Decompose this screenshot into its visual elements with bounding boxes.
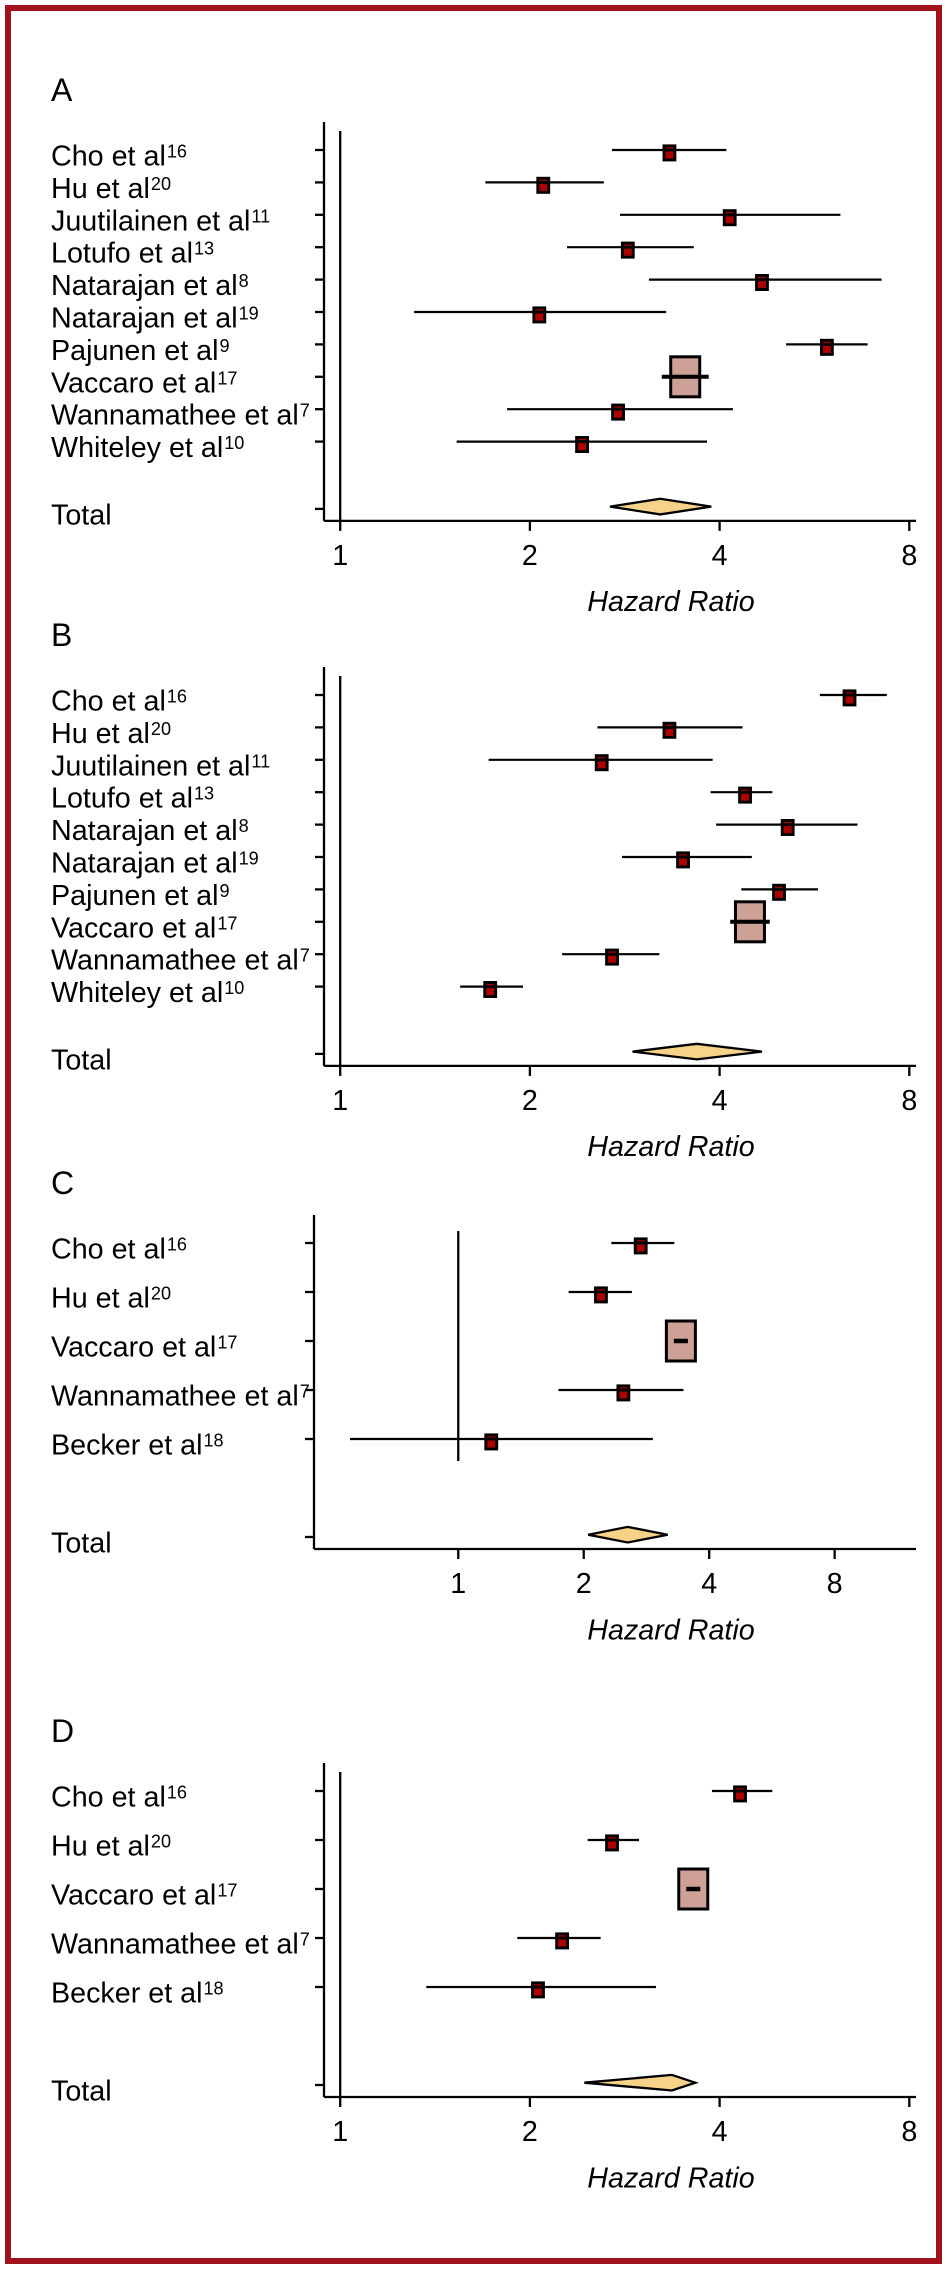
svg-text:Cho et al16: Cho et al16 — [51, 686, 187, 718]
svg-text:4: 4 — [712, 1085, 728, 1117]
svg-text:2: 2 — [576, 1568, 592, 1600]
svg-text:4: 4 — [712, 2116, 728, 2148]
svg-text:Hu et al20: Hu et al20 — [51, 173, 171, 205]
svg-text:Wannamathee et al7: Wannamathee et al7 — [51, 400, 310, 432]
svg-text:Natarajan et al19: Natarajan et al19 — [51, 303, 259, 335]
svg-text:Becker et al18: Becker et al18 — [51, 1430, 224, 1462]
svg-text:4: 4 — [712, 540, 728, 572]
svg-text:D: D — [51, 1713, 74, 1749]
svg-text:Wannamathee et al7: Wannamathee et al7 — [51, 945, 310, 977]
svg-text:1: 1 — [332, 540, 348, 572]
svg-text:Natarajan et al8: Natarajan et al8 — [51, 270, 249, 302]
svg-text:Hazard Ratio: Hazard Ratio — [587, 586, 754, 618]
svg-text:8: 8 — [901, 2116, 917, 2148]
svg-text:Pajunen et al9: Pajunen et al9 — [51, 880, 230, 912]
svg-text:Total: Total — [51, 1528, 112, 1560]
svg-text:Lotufo et al13: Lotufo et al13 — [51, 783, 214, 815]
svg-text:Pajunen et al9: Pajunen et al9 — [51, 335, 230, 367]
svg-text:8: 8 — [901, 540, 917, 572]
svg-text:Wannamathee et al7: Wannamathee et al7 — [51, 1929, 310, 1961]
svg-text:Vaccaro et al17: Vaccaro et al17 — [51, 1880, 237, 1912]
svg-text:1: 1 — [450, 1568, 466, 1600]
svg-text:Hu et al20: Hu et al20 — [51, 1283, 171, 1315]
svg-text:Total: Total — [51, 1044, 112, 1076]
svg-text:Wannamathee et al7: Wannamathee et al7 — [51, 1381, 310, 1413]
svg-text:Natarajan et al19: Natarajan et al19 — [51, 848, 259, 880]
svg-text:2: 2 — [522, 1085, 538, 1117]
svg-text:Hazard Ratio: Hazard Ratio — [587, 2162, 754, 2194]
svg-text:Whiteley et al10: Whiteley et al10 — [51, 432, 244, 464]
svg-text:Total: Total — [51, 499, 112, 531]
svg-text:2: 2 — [522, 2116, 538, 2148]
svg-text:Cho et al16: Cho et al16 — [51, 1234, 187, 1266]
svg-text:Hazard Ratio: Hazard Ratio — [587, 1131, 754, 1163]
svg-text:Hazard Ratio: Hazard Ratio — [587, 1614, 754, 1646]
svg-text:4: 4 — [701, 1568, 717, 1600]
svg-text:Cho et al16: Cho et al16 — [51, 141, 187, 173]
svg-text:B: B — [51, 617, 72, 653]
svg-text:1: 1 — [332, 1085, 348, 1117]
svg-text:Vaccaro et al17: Vaccaro et al17 — [51, 1332, 237, 1364]
svg-text:8: 8 — [827, 1568, 843, 1600]
svg-text:Cho et al16: Cho et al16 — [51, 1782, 187, 1814]
svg-text:Hu et al20: Hu et al20 — [51, 1831, 171, 1863]
svg-text:Natarajan et al8: Natarajan et al8 — [51, 815, 249, 847]
svg-text:Vaccaro et al17: Vaccaro et al17 — [51, 367, 237, 399]
svg-text:Hu et al20: Hu et al20 — [51, 718, 171, 750]
svg-text:Becker et al18: Becker et al18 — [51, 1978, 224, 2010]
svg-text:Juutilainen et al11: Juutilainen et al11 — [51, 750, 270, 782]
svg-text:C: C — [51, 1165, 74, 1201]
svg-text:Whiteley et al10: Whiteley et al10 — [51, 977, 244, 1009]
svg-text:2: 2 — [522, 540, 538, 572]
svg-text:Vaccaro et al17: Vaccaro et al17 — [51, 912, 237, 944]
svg-text:8: 8 — [901, 1085, 917, 1117]
svg-text:Lotufo et al13: Lotufo et al13 — [51, 238, 214, 270]
svg-text:Total: Total — [51, 2076, 112, 2108]
svg-text:1: 1 — [332, 2116, 348, 2148]
svg-text:Juutilainen et al11: Juutilainen et al11 — [51, 205, 270, 237]
svg-text:A: A — [51, 72, 73, 108]
